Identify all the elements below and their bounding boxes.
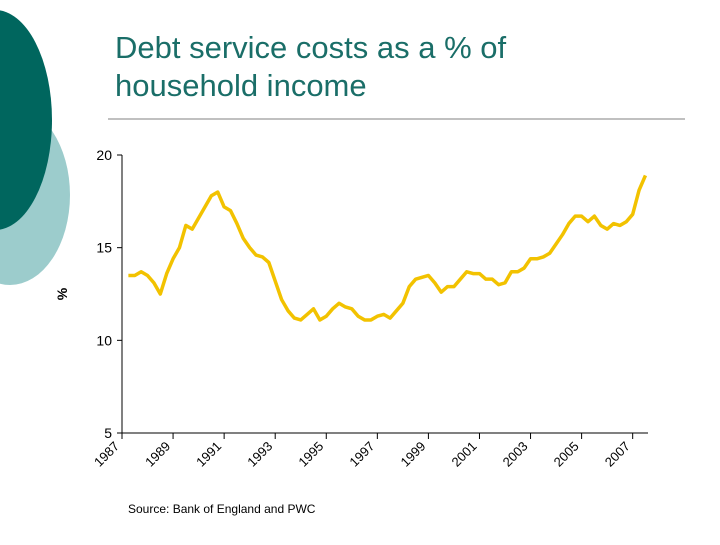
chart-title: Debt service costs as a % of household in…	[115, 30, 506, 103]
source-note: Source: Bank of England and PWC	[128, 502, 316, 516]
y-tick-label: 5	[104, 425, 112, 441]
decor-circle-dark	[0, 10, 52, 230]
y-axis-label: %	[54, 287, 70, 300]
y-tick-label: 10	[96, 332, 112, 348]
y-tick-label: 15	[96, 240, 112, 256]
y-tick-label: 20	[96, 147, 112, 163]
data-line	[128, 174, 648, 322]
